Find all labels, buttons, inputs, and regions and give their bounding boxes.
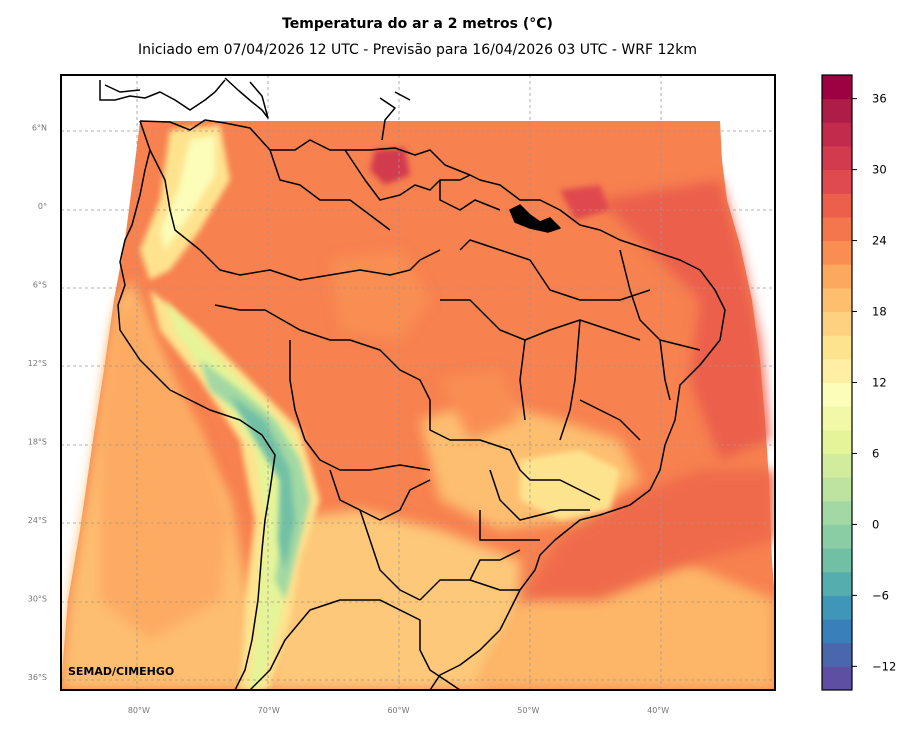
colorbar: −12 −6 0 6 12 18 24 30 36 (821, 74, 896, 691)
guiana-hotspot (370, 148, 410, 185)
gridlines (61, 75, 775, 690)
credit-label: SEMAD/CIMEHGO (68, 665, 174, 678)
colorbar-tick-label: 18 (872, 305, 887, 319)
lon-tick-label: 50°W (517, 706, 539, 715)
central-andes-cold (165, 300, 305, 690)
colorbar-cell (822, 169, 852, 194)
colorbar-cell (822, 75, 852, 100)
colorbar-tick-label: −6 (872, 588, 889, 602)
southern-mild-zone (270, 510, 520, 690)
colorbar-cell (822, 548, 852, 573)
atlantic-northeast-warm (600, 180, 770, 460)
colorbar-tick-label: 0 (872, 517, 879, 531)
colorbar-cell (822, 240, 852, 265)
colorbar-cell (822, 193, 852, 218)
colorbar-cell (822, 500, 852, 525)
lon-tick-label: 80°W (128, 706, 150, 715)
coastlines (99, 77, 726, 690)
amazon-mouth-hotspot (560, 185, 610, 220)
atlantic-warm-streak (520, 470, 775, 600)
colorbar-cell (822, 524, 852, 549)
temperature-field (61, 121, 775, 690)
colorbar-cell (822, 311, 852, 336)
colorbar-cell (822, 98, 852, 123)
colorbar-cell (822, 642, 852, 667)
lat-tick-label: 6°S (33, 280, 47, 289)
map-frame (60, 74, 776, 691)
amazon-interior-patch (330, 250, 430, 340)
northern-andes-cold (160, 135, 215, 250)
lon-tick-label: 70°W (258, 706, 280, 715)
colorbar-tick-label: −12 (872, 659, 896, 673)
colorbar-cell (822, 216, 852, 242)
colorbar-tick-label: 24 (872, 234, 887, 248)
colorbar-cell (822, 666, 852, 691)
xingu-patch (440, 370, 520, 440)
colorbar-tick-label: 36 (872, 92, 887, 106)
colorbar-tick-label: 12 (872, 376, 887, 390)
colorbar-cell (822, 571, 852, 596)
colorbar-tick-label: 6 (872, 446, 879, 460)
lat-tick-label: 24°S (28, 516, 47, 525)
colorbar-cell (822, 453, 852, 478)
colorbar-cell (822, 382, 852, 407)
colorbar-cell (822, 264, 852, 289)
lat-tick-labels: 6°N 0° 6°S 12°S 18°S 24°S 30°S 36°S (28, 123, 47, 682)
colorbar-cell (822, 619, 852, 644)
map-subtitle: Iniciado em 07/04/2026 12 UTC - Previsão… (137, 42, 698, 58)
lon-tick-labels: 80°W 70°W 60°W 50°W 40°W (128, 706, 669, 715)
colorbar-cell (822, 122, 852, 147)
colorbar-cell (822, 335, 852, 360)
lat-tick-label: 12°S (28, 359, 47, 368)
colorbar-cell (822, 358, 852, 383)
colorbar-cell (822, 429, 852, 454)
colorbar-cell (822, 406, 852, 431)
lat-tick-label: 0° (38, 202, 47, 211)
lon-tick-label: 40°W (647, 706, 669, 715)
colorbar-cell (822, 477, 852, 502)
colorbar-cell (822, 595, 852, 620)
lat-tick-label: 36°S (28, 673, 47, 682)
colorbar-cell (822, 145, 852, 171)
colorbar-cell (822, 287, 852, 313)
pacific-mid-zone (100, 300, 230, 640)
map-title: Temperatura do ar a 2 metros (°C) (282, 16, 553, 32)
lon-tick-label: 60°W (387, 706, 409, 715)
lat-tick-label: 6°N (32, 123, 47, 132)
lat-tick-label: 30°S (28, 594, 47, 603)
andes-coldest (230, 395, 295, 570)
colorbar-tick-label: 30 (872, 163, 887, 177)
lat-tick-label: 18°S (28, 437, 47, 446)
map-plot-area: 6°N 0° 6°S 12°S 18°S 24°S 30°S 36°S 80°W 70°W 60°… (28, 74, 776, 715)
